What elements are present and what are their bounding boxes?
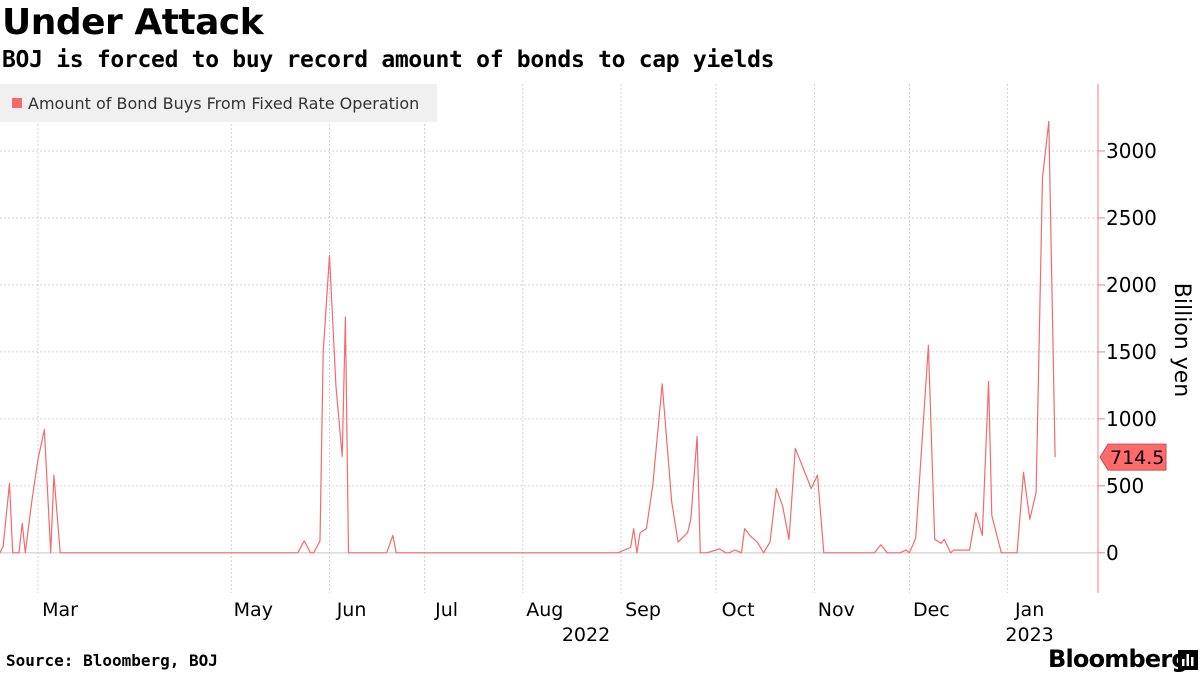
y-tick-label: 1000 — [1106, 407, 1157, 431]
y-tick-label: 2500 — [1106, 206, 1157, 230]
legend-label: Amount of Bond Buys From Fixed Rate Oper… — [28, 93, 420, 113]
series-layer — [0, 120, 1056, 554]
last-value-badge — [1099, 443, 1167, 471]
chart-subtitle: BOJ is forced to buy record amount of bo… — [2, 47, 775, 73]
x-year-label: 2022 — [562, 624, 610, 646]
legend-swatch — [12, 98, 22, 108]
x-year-label: 2023 — [1005, 624, 1053, 646]
y-tick-label: 1500 — [1106, 340, 1157, 364]
x-tick-label: Dec — [913, 599, 950, 621]
brand-logo-text: Bloomberg — [1048, 645, 1189, 673]
y-tick-label: 0 — [1106, 541, 1119, 565]
legend: Amount of Bond Buys From Fixed Rate Oper… — [0, 84, 437, 122]
x-tick-label: Jun — [336, 599, 367, 621]
last-value-label: 714.5 — [1110, 447, 1164, 469]
x-tick-label: Aug — [526, 599, 563, 621]
x-tick-label: Oct — [722, 599, 755, 621]
x-tick-label: Jan — [1014, 599, 1044, 621]
y-axis-label: Billion yen — [1169, 283, 1194, 397]
bar-chart-icon — [1178, 650, 1198, 670]
series-line — [0, 120, 1056, 554]
y-tick-label: 2000 — [1106, 273, 1157, 297]
y-axis: 0 500 1000 1500 2000 2500 3000 — [1097, 84, 1157, 593]
x-tick-label: Nov — [818, 599, 855, 621]
last-value-layer: 714.5 — [1099, 443, 1167, 471]
source-note: Source: Bloomberg, BOJ — [6, 651, 218, 670]
x-tick-label: Mar — [42, 599, 78, 621]
x-tick-label: May — [234, 599, 273, 621]
chart-title: Under Attack — [2, 2, 264, 43]
y-tick-label: 3000 — [1106, 139, 1157, 163]
grid-lines — [0, 84, 1098, 593]
y-tick-label: 500 — [1106, 474, 1144, 498]
x-tick-label: Jul — [434, 599, 458, 621]
x-axis: Mar May Jun Jul Aug Sep Oct Nov Dec Jan 2022 2023 — [42, 599, 1054, 646]
x-tick-label: Sep — [625, 599, 661, 621]
